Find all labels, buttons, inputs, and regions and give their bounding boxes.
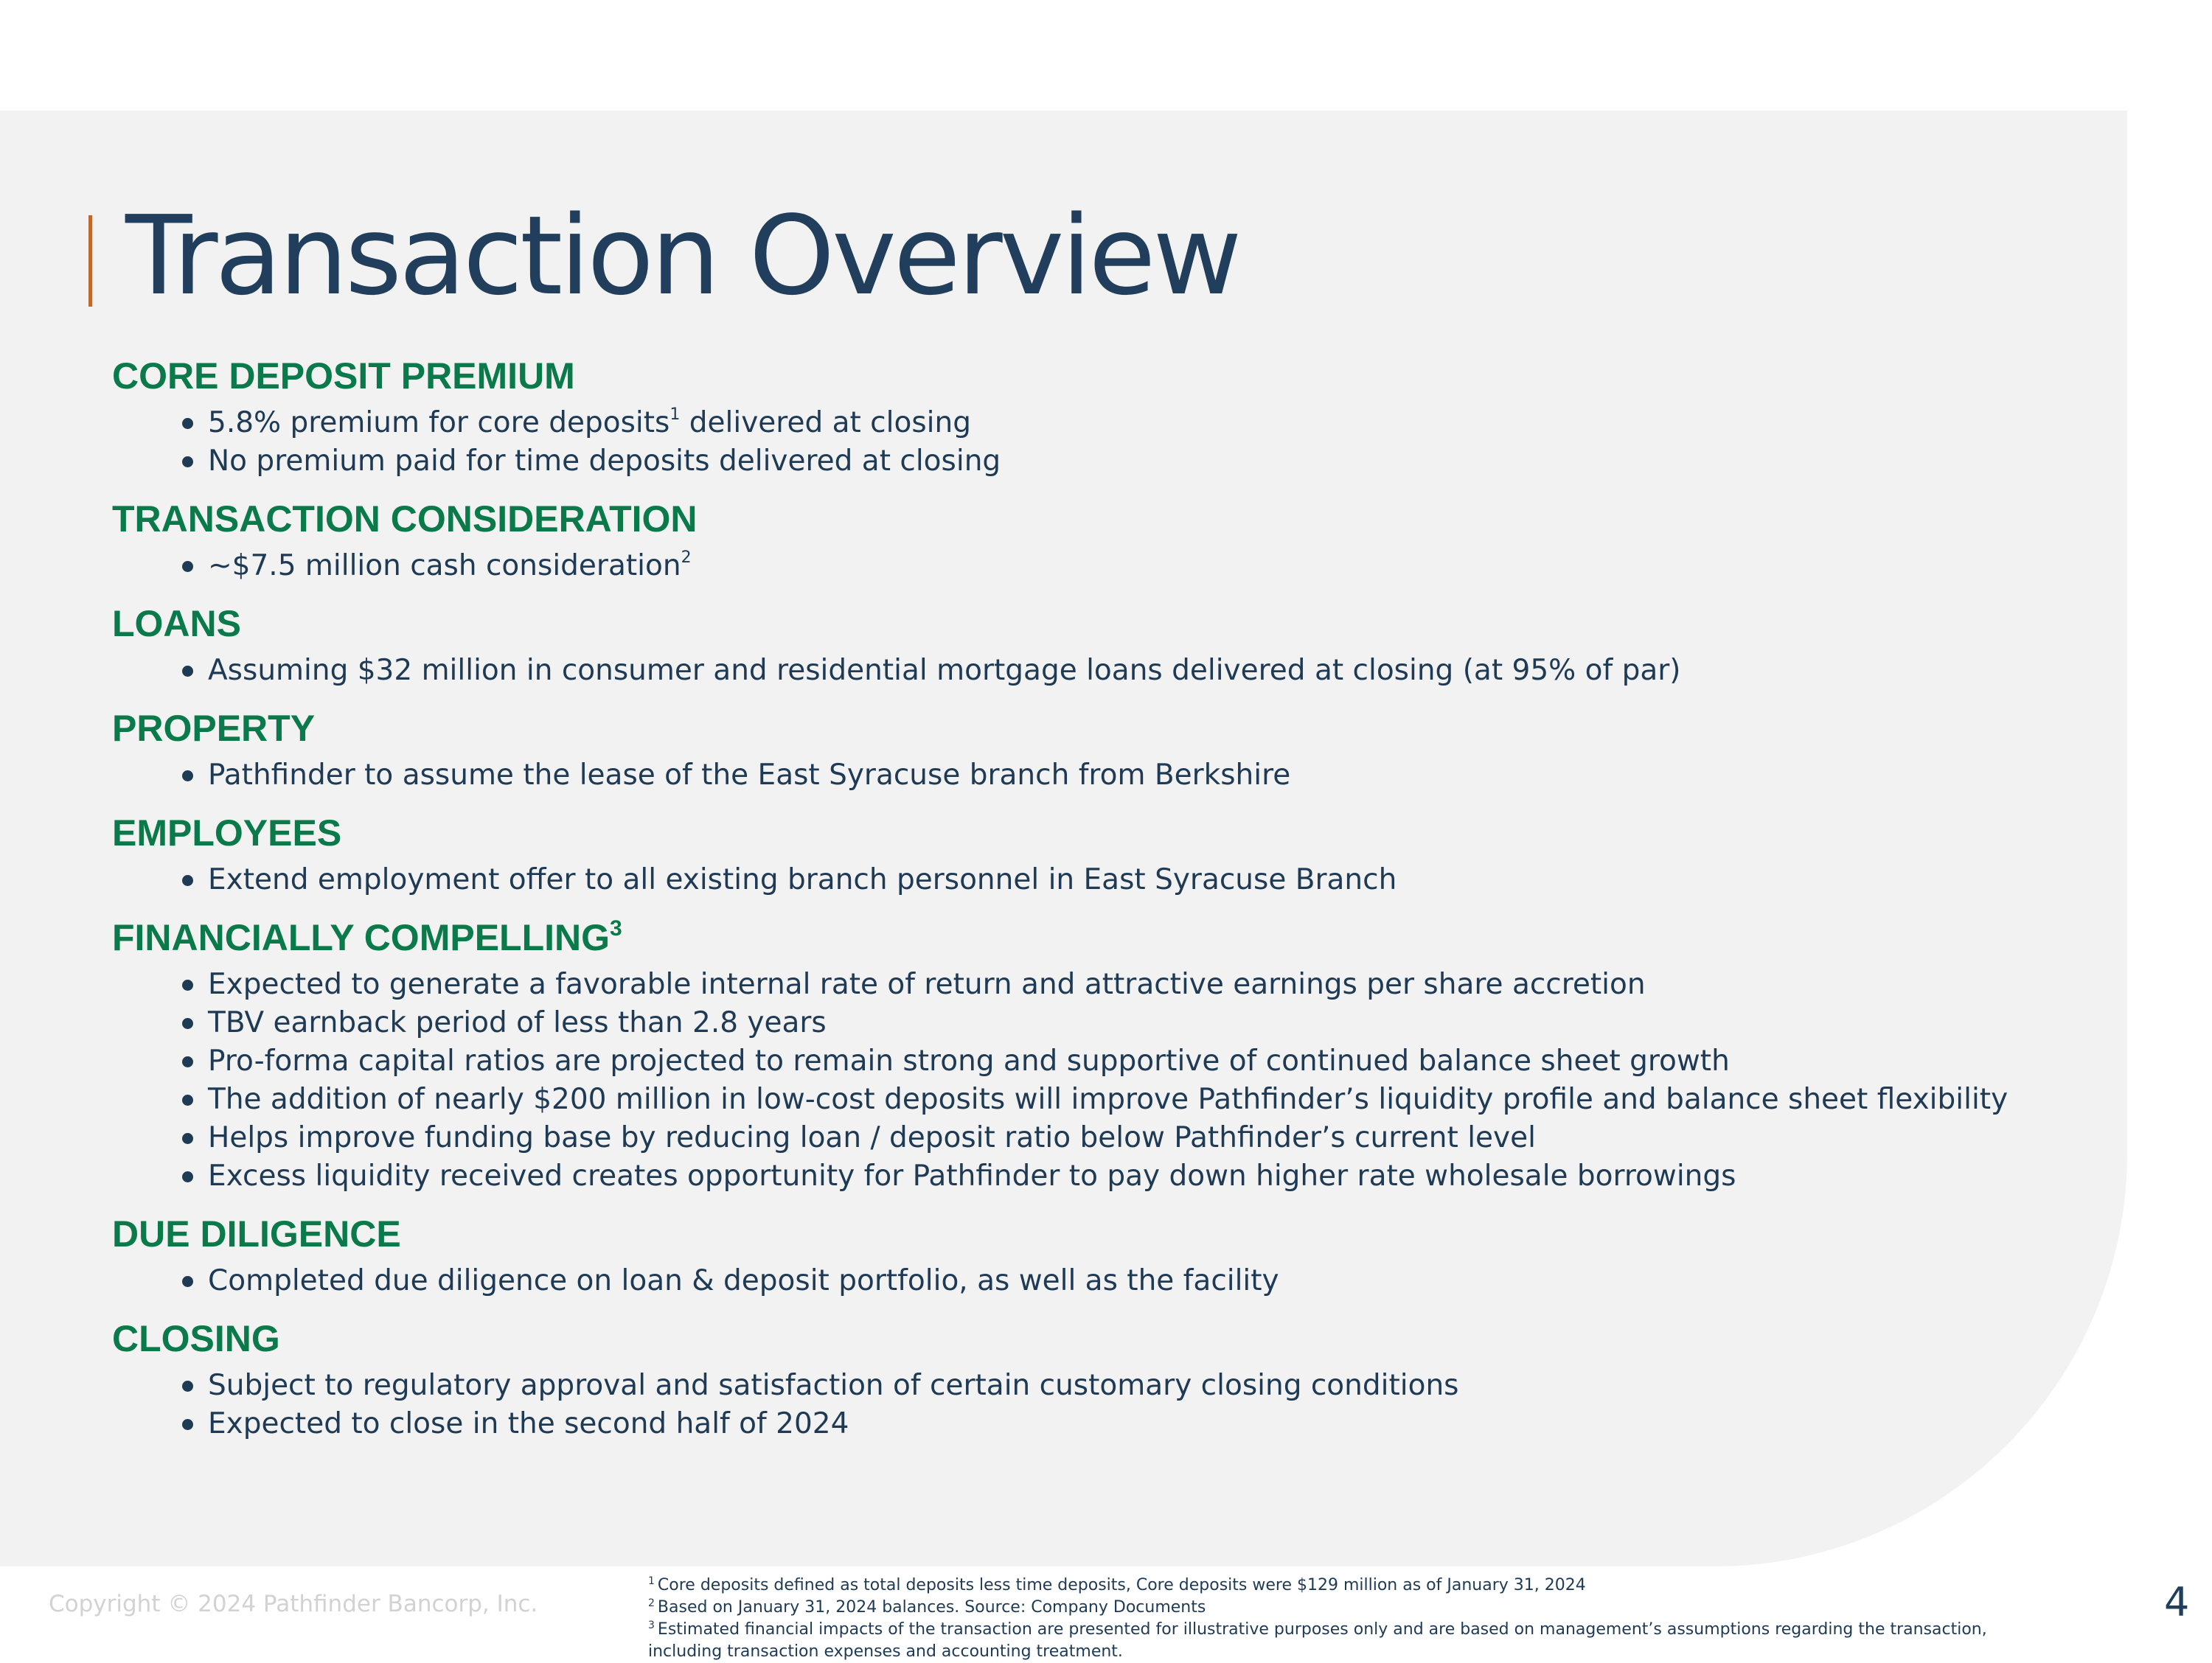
footnote-marker: 2 bbox=[681, 548, 692, 567]
section-heading-text: EMPLOYEES bbox=[112, 812, 342, 854]
section: CORE DEPOSIT PREMIUM 5.8% premium for cor… bbox=[112, 352, 2103, 481]
bullet-list: Subject to regulatory approval and satis… bbox=[112, 1367, 2103, 1443]
section-heading-text: DUE DILIGENCE bbox=[112, 1213, 401, 1255]
bullet-item: Subject to regulatory approval and satis… bbox=[112, 1367, 2103, 1405]
bullet-item: Assuming $32 million in consumer and res… bbox=[112, 652, 2103, 690]
section-heading: FINANCIALLY COMPELLING3 bbox=[112, 914, 2103, 961]
section: EMPLOYEES Extend employment offer to all … bbox=[112, 809, 2103, 899]
section: PROPERTY Pathfinder to assume the lease o… bbox=[112, 705, 2103, 795]
bullet-text-continued: delivered at closing bbox=[680, 406, 971, 439]
footnote-marker: 2 bbox=[648, 1597, 655, 1609]
section-heading: PROPERTY bbox=[112, 705, 2103, 752]
section: CLOSING Subject to regulatory approval an… bbox=[112, 1315, 2103, 1443]
bullet-text: The addition of nearly $200 million in l… bbox=[208, 1083, 2008, 1116]
section-heading-text: LOANS bbox=[112, 603, 241, 644]
page-number: 4 bbox=[2164, 1579, 2190, 1625]
bullet-list: ~$7.5 million cash consideration2 bbox=[112, 547, 2103, 585]
bullet-text: Assuming $32 million in consumer and res… bbox=[208, 654, 1681, 687]
footnote-marker: 1 bbox=[669, 405, 681, 424]
bullet-text: Completed due diligence on loan & deposi… bbox=[208, 1264, 1279, 1297]
bullet-item: TBV earnback period of less than 2.8 yea… bbox=[112, 1004, 2103, 1042]
bullet-item: Extend employment offer to all existing … bbox=[112, 861, 2103, 899]
footnote: 2 Based on January 31, 2024 balances. Sou… bbox=[648, 1597, 2093, 1619]
footnote: including transaction expenses and accou… bbox=[648, 1641, 2093, 1663]
footnote-marker: 3 bbox=[648, 1620, 655, 1631]
bullet-item: Expected to close in the second half of … bbox=[112, 1405, 2103, 1443]
bullet-text: No premium paid for time deposits delive… bbox=[208, 444, 1001, 478]
section-heading-text: CLOSING bbox=[112, 1318, 280, 1359]
footnote-text: Estimated financial impacts of the trans… bbox=[657, 1620, 1987, 1639]
section-heading: CORE DEPOSIT PREMIUM bbox=[112, 352, 2103, 400]
bullet-text: ~$7.5 million cash consideration bbox=[208, 549, 681, 582]
section: DUE DILIGENCE Completed due diligence on … bbox=[112, 1210, 2103, 1300]
bullet-item: Expected to generate a favorable interna… bbox=[112, 966, 2103, 1004]
bullet-list: Assuming $32 million in consumer and res… bbox=[112, 652, 2103, 690]
footnote-text: Based on January 31, 2024 balances. Sour… bbox=[657, 1598, 1206, 1617]
copyright: Copyright © 2024 Pathfinder Bancorp, Inc… bbox=[49, 1591, 538, 1617]
section-heading-text: PROPERTY bbox=[112, 708, 316, 749]
footnote-text: including transaction expenses and accou… bbox=[648, 1642, 1123, 1661]
section-heading: LOANS bbox=[112, 600, 2103, 647]
bullet-text: Excess liquidity received creates opport… bbox=[208, 1160, 1736, 1193]
bullet-item: The addition of nearly $200 million in l… bbox=[112, 1081, 2103, 1119]
bullet-item: 5.8% premium for core deposits1 delivere… bbox=[112, 404, 2103, 442]
bullet-text: 5.8% premium for core deposits bbox=[208, 406, 670, 439]
bullet-list: Extend employment offer to all existing … bbox=[112, 861, 2103, 899]
bullet-list: 5.8% premium for core deposits1 delivere… bbox=[112, 404, 2103, 481]
page-title: Transaction Overview bbox=[125, 192, 1242, 319]
section: LOANS Assuming $32 million in consumer an… bbox=[112, 600, 2103, 690]
footnote-marker: 3 bbox=[610, 916, 622, 941]
section-heading: CLOSING bbox=[112, 1315, 2103, 1362]
bullet-item: Pro-forma capital ratios are projected t… bbox=[112, 1042, 2103, 1081]
section: TRANSACTION CONSIDERATION ~$7.5 million c… bbox=[112, 495, 2103, 585]
bullet-text: Expected to close in the second half of … bbox=[208, 1407, 849, 1440]
section-heading-text: FINANCIALLY COMPELLING bbox=[112, 917, 611, 958]
section: FINANCIALLY COMPELLING3 Expected to gener… bbox=[112, 914, 2103, 1196]
footnote-marker: 1 bbox=[648, 1575, 655, 1587]
bullet-list: Pathfinder to assume the lease of the Ea… bbox=[112, 756, 2103, 795]
bullet-item: Helps improve funding base by reducing l… bbox=[112, 1119, 2103, 1157]
bullet-item: Excess liquidity received creates opport… bbox=[112, 1157, 2103, 1196]
bullet-text: Extend employment offer to all existing … bbox=[208, 863, 1397, 896]
bullet-text: TBV earnback period of less than 2.8 yea… bbox=[208, 1006, 827, 1039]
footnote: 3 Estimated financial impacts of the tran… bbox=[648, 1619, 2093, 1641]
bullet-text: Subject to regulatory approval and satis… bbox=[208, 1369, 1459, 1402]
overview-sections: CORE DEPOSIT PREMIUM 5.8% premium for cor… bbox=[112, 352, 2103, 1443]
bullet-list: Completed due diligence on loan & deposi… bbox=[112, 1262, 2103, 1300]
section-heading: TRANSACTION CONSIDERATION bbox=[112, 495, 2103, 543]
bullet-text: Pro-forma capital ratios are projected t… bbox=[208, 1045, 1730, 1078]
bullet-list: Expected to generate a favorable interna… bbox=[112, 966, 2103, 1196]
footnote: 1 Core deposits defined as total deposits… bbox=[648, 1575, 2093, 1597]
bullet-text: Expected to generate a favorable interna… bbox=[208, 968, 1646, 1001]
bullet-item: Pathfinder to assume the lease of the Ea… bbox=[112, 756, 2103, 795]
bullet-text: Pathfinder to assume the lease of the Ea… bbox=[208, 759, 1291, 792]
bullet-item: ~$7.5 million cash consideration2 bbox=[112, 547, 2103, 585]
bullet-item: Completed due diligence on loan & deposi… bbox=[112, 1262, 2103, 1300]
footnotes: 1 Core deposits defined as total deposits… bbox=[648, 1575, 2093, 1663]
content-panel bbox=[0, 111, 2127, 1566]
bullet-item: No premium paid for time deposits delive… bbox=[112, 442, 2103, 481]
section-heading-text: TRANSACTION CONSIDERATION bbox=[112, 498, 698, 540]
footnote-text: Core deposits defined as total deposits … bbox=[657, 1576, 1586, 1594]
section-heading: DUE DILIGENCE bbox=[112, 1210, 2103, 1258]
section-heading-text: CORE DEPOSIT PREMIUM bbox=[112, 355, 575, 397]
bullet-text: Helps improve funding base by reducing l… bbox=[208, 1121, 1536, 1154]
title-accent-bar bbox=[88, 215, 92, 307]
section-heading: EMPLOYEES bbox=[112, 809, 2103, 857]
